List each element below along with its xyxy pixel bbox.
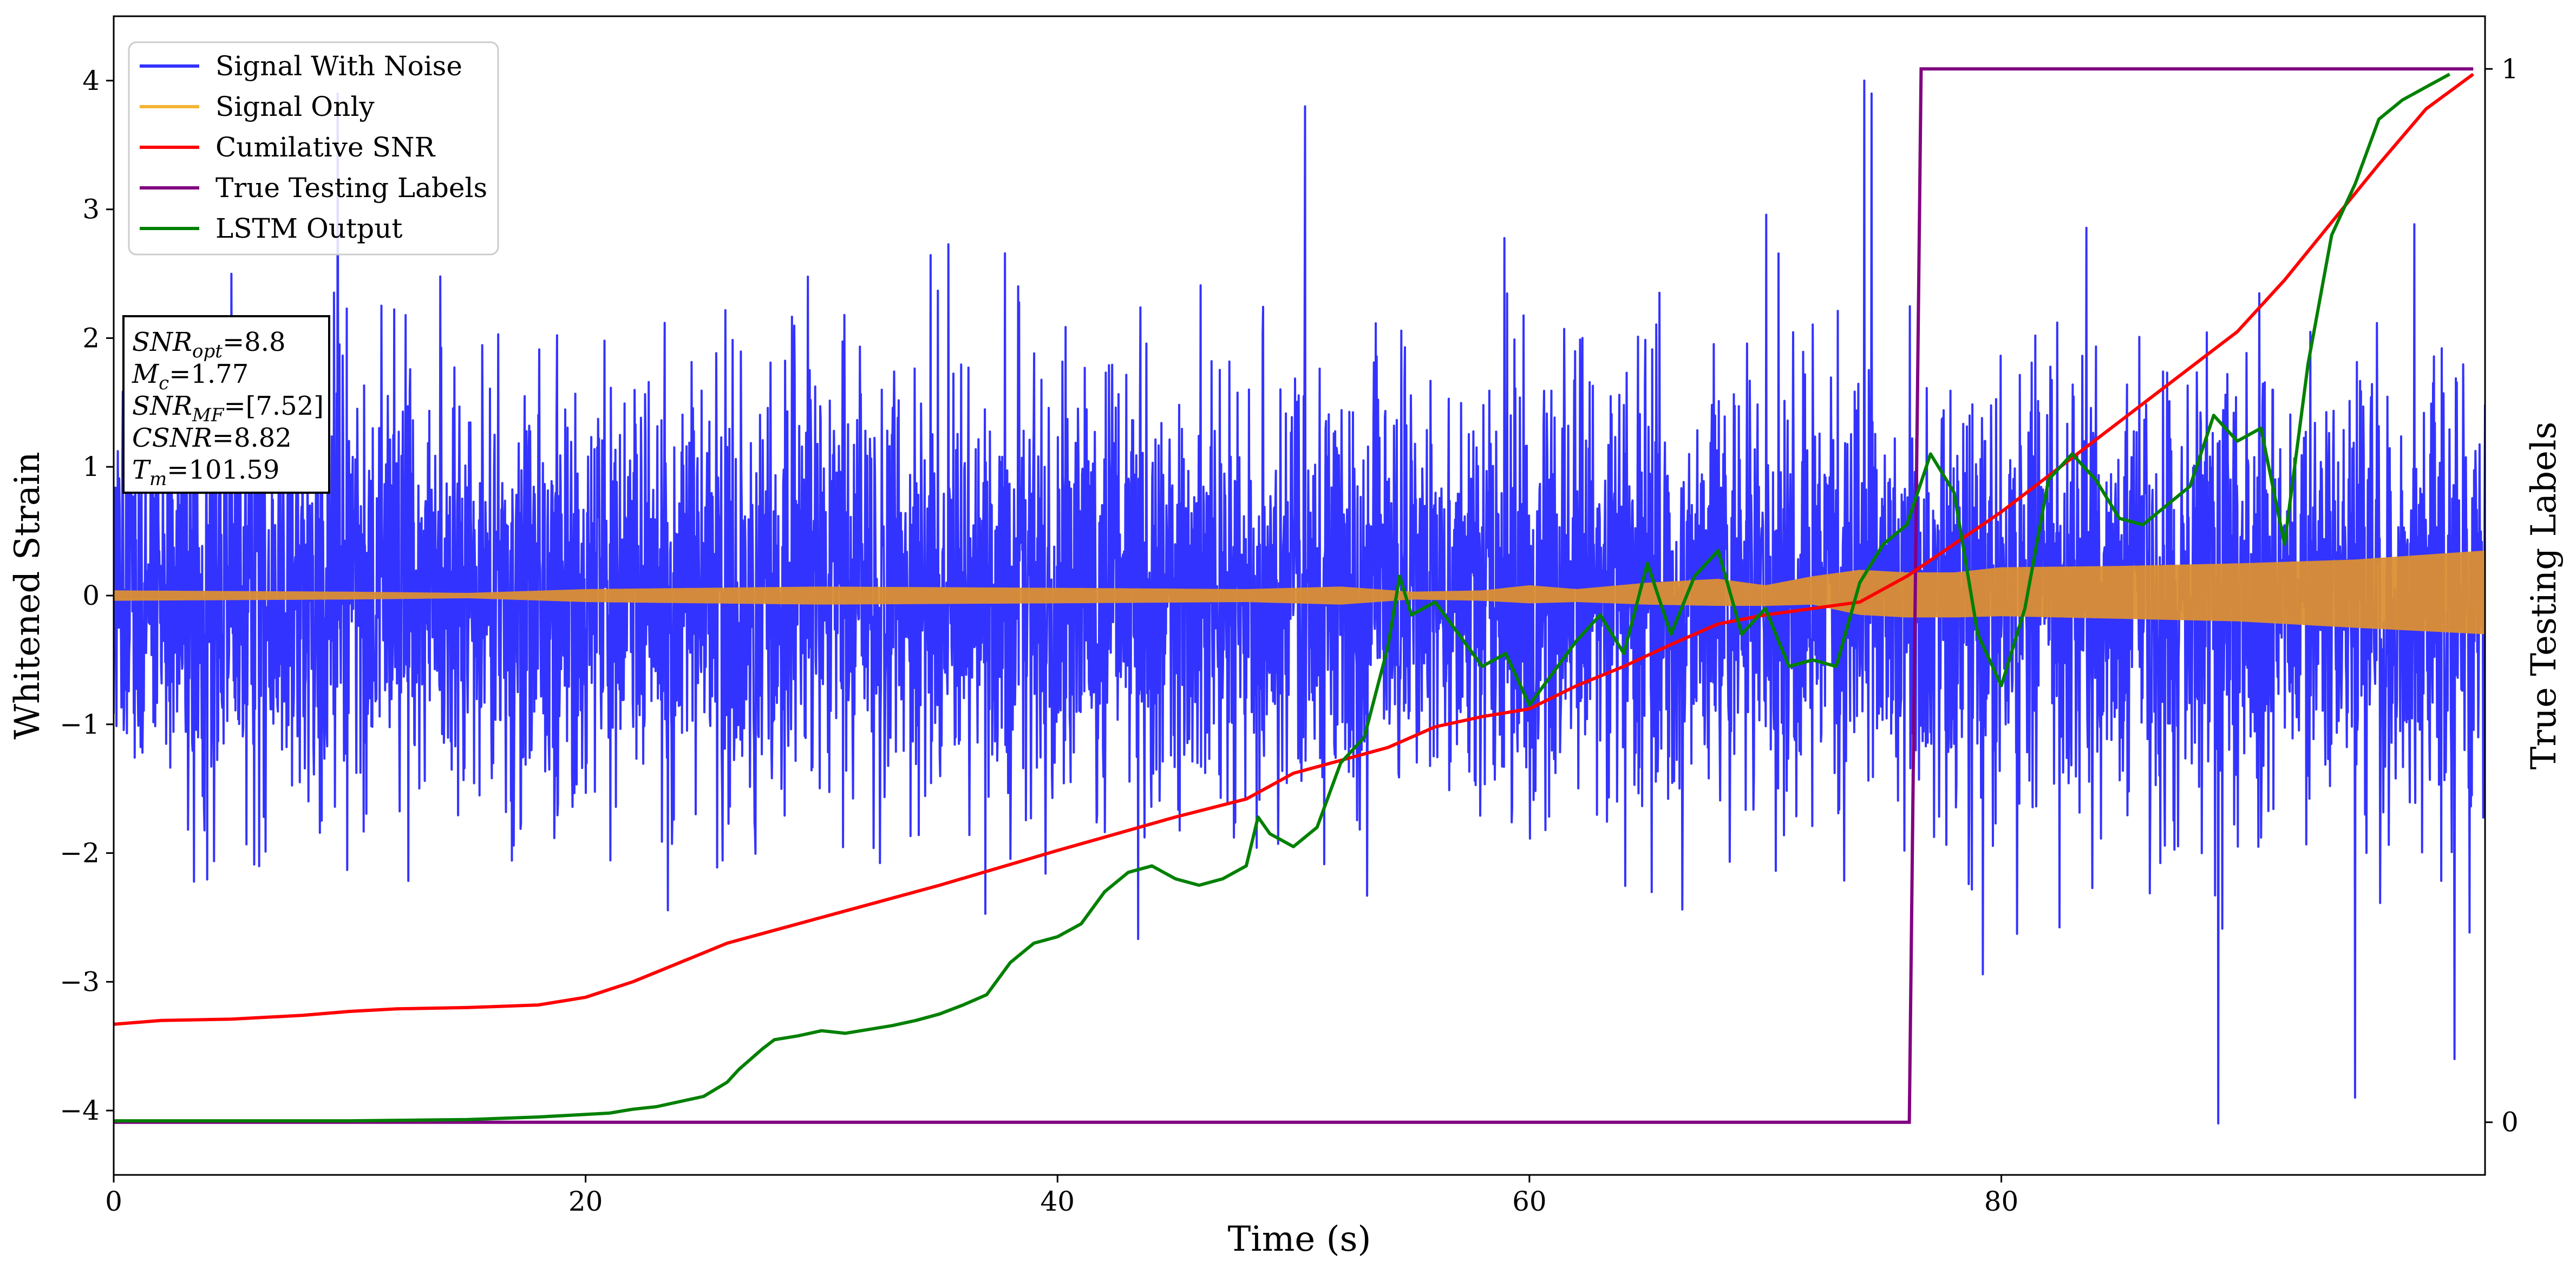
legend-entry: Signal With Noise — [215, 50, 462, 82]
y-axis-left: −4 −3 −2 −1 0 1 2 3 4 — [60, 65, 114, 1126]
y-tick-label: 4 — [82, 65, 100, 96]
y2-axis-label: True Testing Labels — [2524, 422, 2564, 770]
annotation-line: Tm=101.59 — [132, 455, 279, 490]
y-tick-label: −2 — [60, 838, 100, 869]
legend-entry: Cumilative SNR — [215, 132, 435, 163]
y-tick-label: −1 — [60, 709, 100, 740]
x-axis-label: Time (s) — [1228, 1219, 1371, 1259]
x-tick-label: 60 — [1512, 1186, 1547, 1217]
y-tick-label: −4 — [60, 1095, 100, 1126]
y-axis-right: 01 — [2485, 53, 2519, 1138]
annotation-line: SNRMF=[7.52] — [132, 391, 324, 426]
y-tick-label: 2 — [82, 322, 100, 354]
legend-entry: LSTM Output — [215, 213, 402, 244]
legend: Signal With Noise Signal Only Cumilative S… — [128, 41, 499, 256]
x-tick-label: 80 — [1984, 1186, 2019, 1217]
legend-box — [128, 41, 499, 256]
x-tick-label: 40 — [1040, 1186, 1075, 1217]
annotation-frame — [122, 315, 330, 494]
y2-tick-label: 0 — [2501, 1107, 2519, 1138]
y-tick-label: 0 — [82, 580, 100, 611]
signal-only-trace — [114, 550, 2485, 635]
series-lstm-output — [114, 73, 2451, 1123]
annotation-line: SNRopt=8.8 — [132, 327, 286, 362]
x-tick-label: 0 — [105, 1186, 122, 1217]
y-tick-label: 3 — [82, 194, 100, 225]
series-signal-only — [114, 550, 2485, 635]
y-axis-label: Whitened Strain — [8, 452, 48, 739]
annotation-line: Mc=1.77 — [132, 359, 249, 394]
x-tick-label: 20 — [568, 1186, 603, 1217]
x-axis: 0 20 40 60 80 — [105, 1175, 2018, 1217]
legend-entry: Signal Only — [215, 91, 375, 122]
y2-tick-label: 1 — [2501, 53, 2519, 84]
legend-entry: True Testing Labels — [215, 172, 487, 204]
y-tick-label: 1 — [82, 451, 100, 482]
series-cumilative-snr — [114, 73, 2474, 1026]
series-true-testing-labels — [114, 67, 2474, 1124]
y-tick-label: −3 — [60, 966, 100, 997]
annotation-line: CSNR=8.82 — [132, 423, 292, 453]
annotation-box: SNRopt=8.8Mc=1.77SNRMF=[7.52]CSNR=8.82Tm… — [122, 315, 330, 494]
plot-area — [114, 67, 2485, 1125]
